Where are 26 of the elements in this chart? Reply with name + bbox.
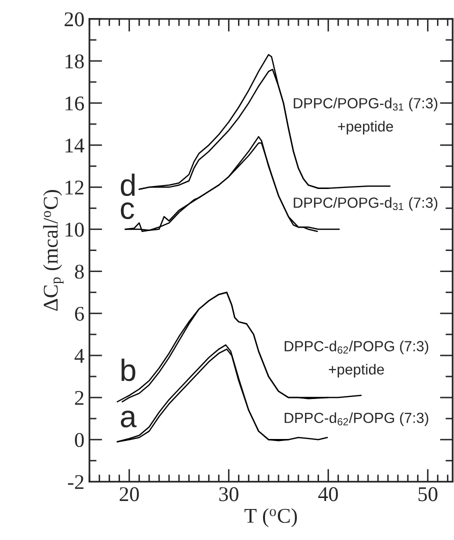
annotation: a <box>120 410 137 428</box>
x-axis-title: T ($^{o}$C) <box>244 508 297 528</box>
annotation: b <box>122 358 136 382</box>
x-tick-label: 50 <box>418 487 438 502</box>
y-tick-label: 14 <box>66 138 84 152</box>
annotation: c <box>120 202 134 220</box>
annotation: DPPC-d$_{62}$/POPG (7:3) +peptide <box>284 340 428 378</box>
y-tick-label: 6 <box>75 306 84 321</box>
x-tick-label: 20 <box>120 487 139 502</box>
y-tick-label: 8 <box>74 264 84 279</box>
x-tick-label: 40 <box>318 487 338 502</box>
y-tick-label: 2 <box>75 390 84 405</box>
y-tick-label: 12 <box>66 180 84 194</box>
y-tick-label: 10 <box>66 222 84 237</box>
annotation: d <box>120 174 135 196</box>
y-tick-label: 20 <box>64 12 84 26</box>
x-tick-label: 30 <box>219 487 238 502</box>
y-tick-label: -2 <box>68 475 84 489</box>
y-axis-title: ΔC$_{p}$ (mcal/$^{o}$C) <box>43 190 64 311</box>
y-tick-label: 4 <box>74 348 84 363</box>
annotation: DPPC-d$_{62}$/POPG (7:3) <box>284 412 428 426</box>
text: DPPC/POPG-d$_{31}$ (7:3) +peptide <box>294 98 438 134</box>
annotation: DPPC/POPG-d$_{31}$ (7:3) <box>294 197 438 211</box>
y-tick-label: 18 <box>66 54 84 68</box>
y-tick-label: 16 <box>66 96 84 110</box>
y-tick-label: 0 <box>74 432 84 448</box>
